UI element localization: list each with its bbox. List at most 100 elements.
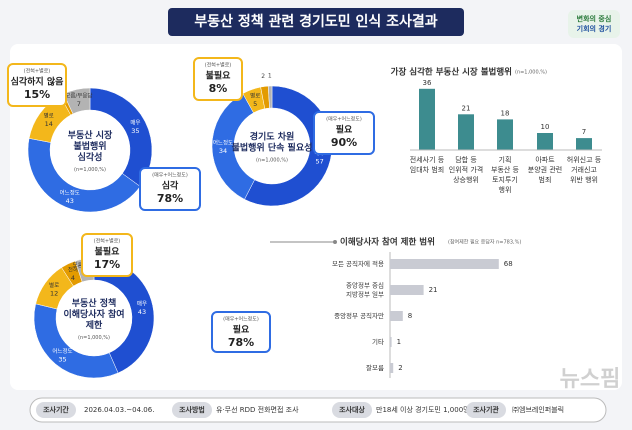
x-tick-label: 허위신고 등 [567,155,602,164]
segment-category: 어느정도 [213,138,233,146]
callout-label: 불필요 [95,246,121,258]
bar [458,114,474,150]
callout-value: 78% [157,192,183,205]
donut-title: 불법행위 [73,140,106,152]
callout-value: 90% [331,136,357,149]
callout-box [139,167,201,211]
donut-title: 이해당사자 참여 [63,308,124,320]
callout-note: (전혀+별로) [205,62,232,69]
segment-value: 35 [131,127,139,135]
callout-value: 17% [94,258,120,271]
x-tick-label: 행위 [499,185,512,194]
bar-value: 68 [504,260,513,268]
callout-label: 불필요 [206,70,232,82]
bar [390,337,392,347]
callout-note: (매우+어느정도) [152,172,188,179]
x-tick-label: 담합 등 [455,155,477,164]
bar-value: 18 [501,109,510,117]
donut-title: 심각성 [78,151,103,163]
segment-value: 35 [58,356,66,364]
footer-value: 유·무선 RDD 전화면접 조사 [216,405,299,414]
donut-title: 부동산 정책 [72,297,117,309]
x-tick-label: 임대차 범죄 [410,165,444,174]
footer-label: 조사기간 [43,405,69,414]
segment-value: 43 [66,197,74,205]
bar-value: 10 [541,123,550,131]
x-tick-label: 상승행위 [453,175,479,184]
segment-value: 5 [253,100,257,108]
chart-subtitle: (참여제한 필요 응답자 n=783,%) [448,239,521,246]
segment-category: 매우 [137,299,147,307]
segment-category: 어느정도 [52,347,72,355]
callout-note: (매우+어느정도) [326,116,362,123]
donut-title: 부동산 시장 [68,129,113,141]
bar [390,259,499,269]
footer-box [29,397,607,423]
donut-title: 경기도 차원 [250,131,295,143]
bar-value: 2 [398,364,402,372]
bar [390,363,394,373]
donut-subtitle: (n=1,000,%) [256,158,288,164]
footer-value: 만18세 이상 경기도민 1,000명 [376,405,470,414]
donut-segment [63,87,91,115]
donut-title: 불법행위 단속 필요성 [232,142,313,154]
donut-segment [267,85,273,109]
footer-value: 2026.04.03.~04.06. [84,406,154,414]
footer-label-pill [466,402,506,418]
x-tick-label: 분양권 관련 [528,165,562,174]
segment-category: 매우 [130,118,140,126]
logo-text: 기회의 경기 [577,24,612,33]
page-title: 부동산 정책 관련 경기도민 인식 조사결과 [194,13,437,30]
y-tick-label: 기타 [372,337,384,346]
bar [419,88,435,150]
callout-value: 8% [209,82,228,95]
segment-value: 2 [261,73,265,80]
segment-value: 43 [138,308,146,316]
y-tick-label: 중앙정부 중심 [346,281,384,290]
bar [390,311,403,321]
segment-value: 4 [71,274,75,282]
donut-segment [93,257,155,374]
segment-category: 어느정도 [60,188,80,196]
chart-title: 가장 심각한 부동산 시장 불법행위 [391,67,512,78]
callout-note: (매우+어느정도) [223,316,259,323]
segment-value: 34 [219,147,227,155]
x-tick-label: 범죄 [539,175,552,184]
footer-label-pill [36,402,76,418]
logo-text: 변화의 중심 [577,14,612,23]
x-tick-label: 기획 [499,155,512,164]
callout-box [193,57,243,101]
callout-note: (전혀+별로) [94,238,121,245]
footer-value: ㈜엠브레인퍼블릭 [512,405,564,414]
x-tick-label: 거래신고 [571,165,597,174]
donut-subtitle: (n=1,000,%) [78,335,110,341]
segment-category: 별로 [49,281,59,289]
callout-note: (전혀+별로) [24,68,51,75]
footer-label-pill [332,402,372,418]
segment-value: 57 [315,158,323,166]
callout-label: 심각하지 않음 [11,76,64,88]
connector-dot [333,240,337,244]
segment-value: 7 [77,100,81,108]
segment-value: 14 [45,120,53,128]
segment-category: 전혀 [68,265,78,273]
footer-label: 조사기관 [473,405,499,414]
callout-label: 필요 [336,124,353,136]
x-tick-label: 전세사기 등 [410,155,445,164]
footer-label: 조사대상 [339,405,365,414]
callout-box [7,63,67,107]
callout-box [81,233,133,277]
callout-box [313,111,375,155]
bar-value: 7 [582,128,586,136]
bar [390,285,424,295]
segment-category: 별로 [44,112,54,120]
x-tick-label: 부동산 등 [491,165,520,174]
segment-category: 모름/무응답 [65,93,92,100]
x-tick-label: 아파트 [535,155,555,164]
y-tick-label: 중앙정부 공직자만 [334,311,384,320]
segment-value: 1 [268,73,272,80]
donut-subtitle: (n=1,000,%) [74,167,106,173]
y-tick-label: 모든 공직자에 적용 [332,259,384,268]
segment-value: 12 [50,290,58,298]
bar-value: 36 [423,79,432,87]
